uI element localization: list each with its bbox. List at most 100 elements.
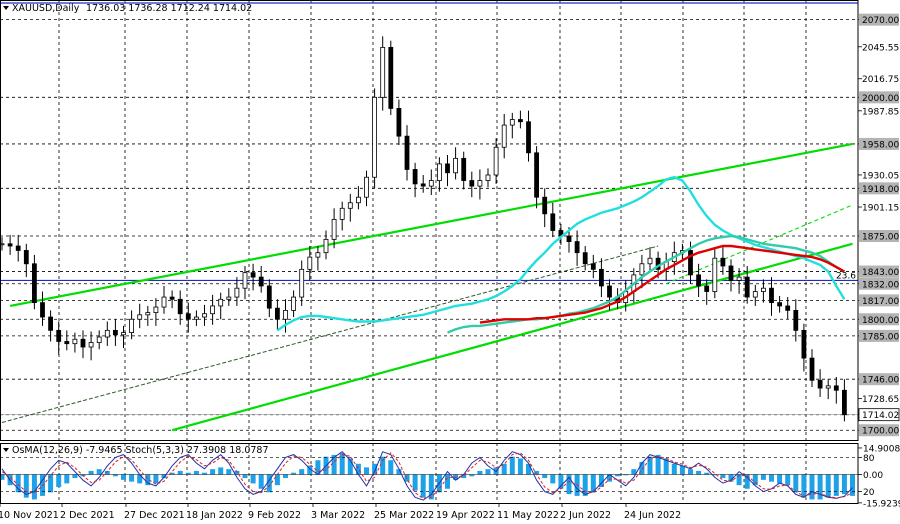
- price-bar-body: [258, 276, 264, 287]
- osma-bar: [388, 460, 394, 475]
- price-bar-body: [542, 196, 548, 215]
- price-tick-label: 1800.00: [862, 316, 899, 326]
- price-tick-label: 1700.00: [862, 427, 899, 437]
- price-bar-body: [501, 124, 507, 148]
- osma-bar: [23, 474, 29, 498]
- price-bar-body: [647, 257, 653, 265]
- oscillator-tick-label: 20: [863, 488, 875, 498]
- osma-bar: [274, 474, 280, 486]
- collapse-triangle-icon[interactable]: [3, 6, 9, 10]
- time-tick-label: 10 Nov 2021: [0, 510, 59, 521]
- price-bar-body: [80, 338, 86, 348]
- price-bar-body: [121, 332, 126, 336]
- osma-bar: [469, 474, 475, 477]
- osma-bar: [299, 469, 305, 475]
- price-bar-body: [161, 296, 167, 308]
- moving-averages: [276, 175, 846, 334]
- osma-bar: [307, 465, 313, 475]
- sub-panel-border: [0, 443, 859, 504]
- osma-bar: [566, 474, 572, 495]
- osma-bar: [64, 474, 70, 484]
- price-bar-body: [817, 379, 823, 389]
- price-tick-label: 1817.00: [862, 297, 899, 307]
- osma-bar: [744, 474, 750, 489]
- osma-bar: [242, 474, 248, 479]
- osma-bar: [412, 474, 418, 491]
- price-bar-body: [396, 108, 402, 137]
- price-bar-body: [210, 305, 216, 315]
- osma-bar: [226, 469, 232, 475]
- osma-bar: [169, 472, 175, 475]
- osma-bar: [185, 472, 191, 475]
- osma-bar: [809, 474, 815, 500]
- oscillator-tick-label: 80: [863, 454, 875, 464]
- osma-bar: [793, 474, 799, 493]
- osma-bar: [145, 474, 151, 486]
- price-tick-label: 1728.65: [862, 395, 899, 405]
- price-bar-body: [526, 121, 531, 154]
- osma-bar: [0, 474, 5, 480]
- osma-bar: [428, 474, 434, 500]
- price-tick-label: 1843.00: [862, 268, 899, 278]
- price-bar-body: [0, 243, 5, 246]
- price-bar-body: [461, 157, 467, 181]
- price-bar-body: [104, 329, 110, 338]
- trend-line-green-dashed: [665, 204, 853, 285]
- osma-bar: [639, 462, 645, 475]
- price-bar-body: [736, 276, 742, 281]
- osma-bar: [696, 470, 702, 475]
- trend-line-dark-channel: [1, 245, 659, 423]
- price-bar-body: [266, 285, 272, 309]
- trend-lines: [1, 142, 853, 432]
- price-tick-label: 2016.75: [862, 75, 899, 85]
- osma-bar: [720, 474, 726, 479]
- time-axis: 10 Nov 2021 2 Dec 2021 27 Dec 2021 18 Jan 2…: [0, 503, 681, 521]
- osma-bar: [202, 472, 207, 475]
- price-bar-body: [720, 257, 726, 267]
- price-tick-label: 1930.05: [862, 171, 899, 181]
- time-tick-label: 25 Mar 2022: [374, 510, 434, 521]
- osma-bar: [380, 456, 386, 475]
- price-level-box: [859, 182, 899, 195]
- time-tick-label: 27 Dec 2021: [124, 510, 185, 521]
- osma-bar: [396, 469, 402, 475]
- price-tick-label: 2000.00: [862, 94, 899, 104]
- osma-bar: [250, 474, 256, 484]
- osma-bar: [760, 474, 766, 480]
- osma-bar: [590, 474, 596, 493]
- osma-bar: [534, 470, 540, 475]
- price-bar-body: [688, 250, 693, 276]
- time-tick-label: 2 Dec 2021: [60, 510, 115, 521]
- collapse-triangle-icon[interactable]: [3, 448, 9, 452]
- price-level-box: [859, 373, 899, 386]
- moving-average-ma-cyan: [276, 175, 846, 332]
- osma-bar: [372, 463, 378, 475]
- price-bar-body: [226, 296, 232, 300]
- osma-bar: [283, 474, 288, 479]
- price-bar-body: [566, 235, 572, 242]
- symbol-label: XAUUSD,Daily: [12, 3, 80, 14]
- osma-bar: [623, 474, 629, 476]
- main-panel-border: [0, 0, 859, 441]
- price-bar-body: [7, 243, 13, 247]
- osma-bar: [137, 474, 143, 484]
- price-bar-body: [88, 342, 94, 348]
- osma-bar: [704, 472, 710, 475]
- price-bar-body: [307, 256, 313, 270]
- price-level-box: [859, 313, 899, 326]
- osma-bar: [785, 474, 791, 486]
- osma-bar: [121, 474, 126, 480]
- price-bar-body: [404, 135, 410, 170]
- price-bar-body: [113, 329, 118, 336]
- osma-bar: [355, 463, 361, 475]
- last-price-box: [858, 408, 900, 422]
- osma-bar: [48, 474, 54, 493]
- price-bar-body: [777, 302, 782, 307]
- osma-bar: [234, 470, 240, 475]
- osma-bar: [193, 470, 199, 475]
- osma-bar: [501, 463, 507, 475]
- time-tick-label: 2 Jun 2022: [560, 510, 611, 521]
- osma-bar: [96, 469, 102, 475]
